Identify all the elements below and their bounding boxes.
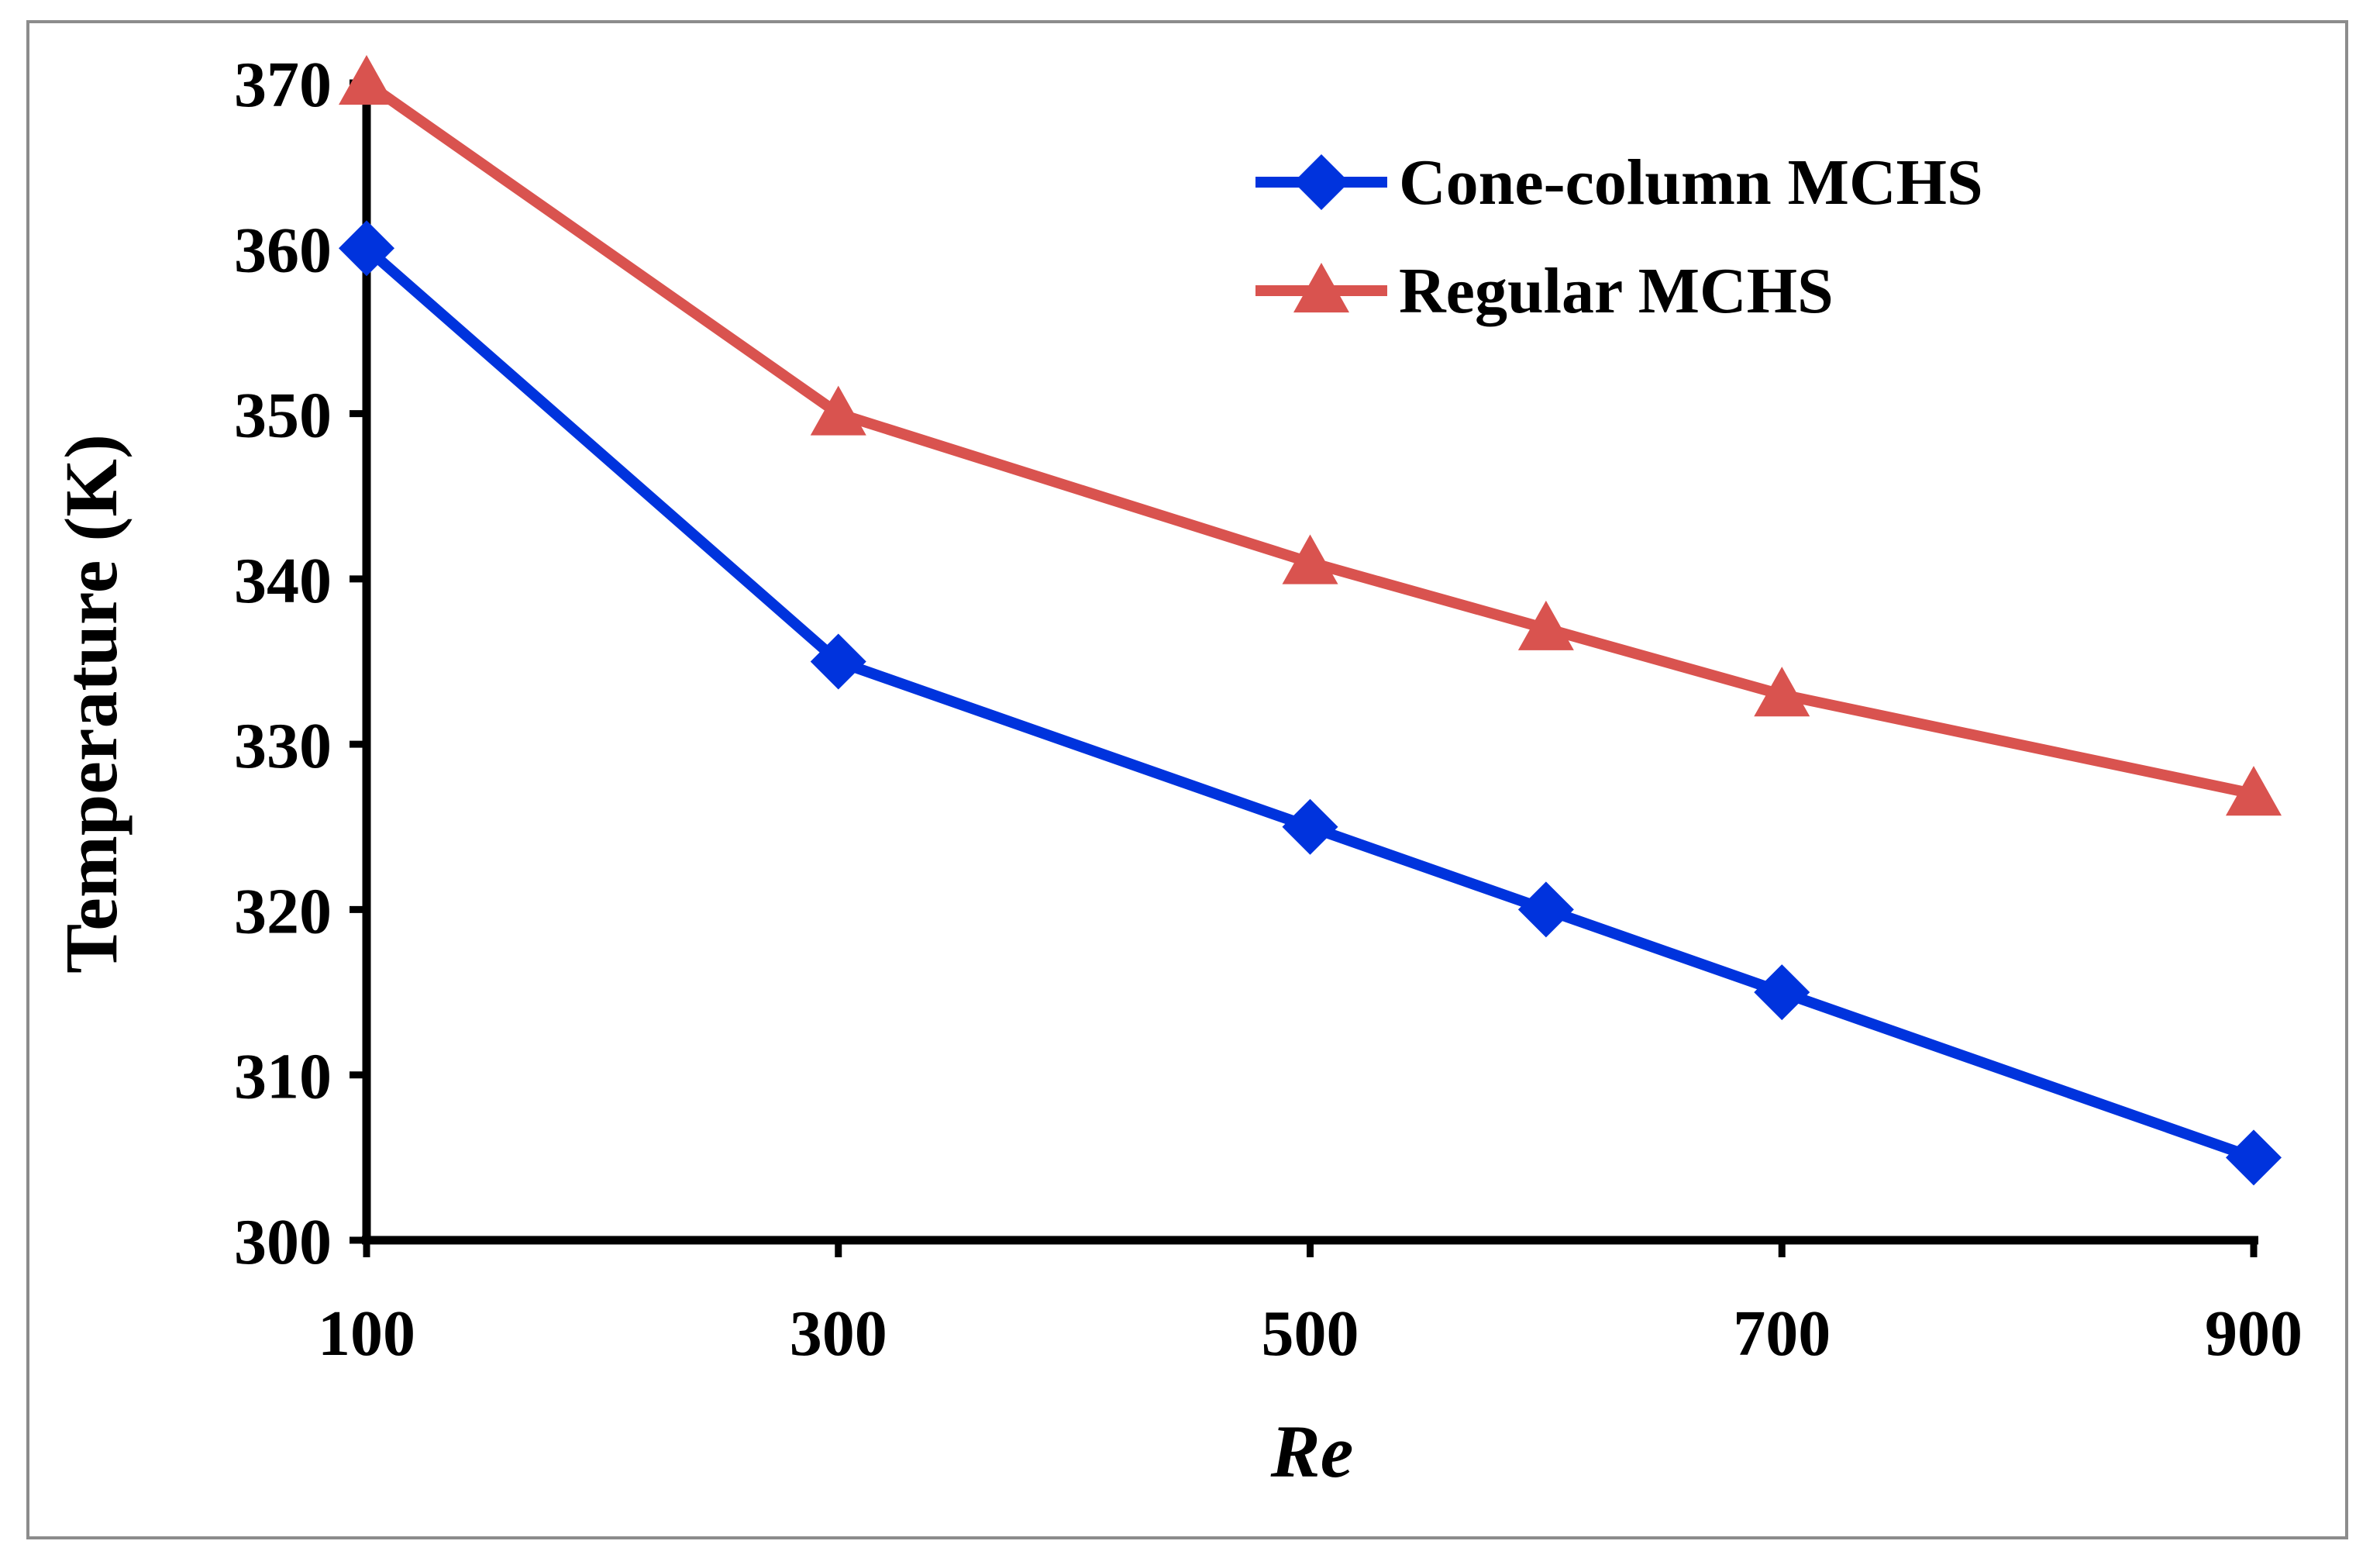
- data-point: [810, 385, 866, 436]
- data-point: [810, 633, 866, 690]
- x-tick-label: 700: [1733, 1298, 1831, 1370]
- y-tick-label: 330: [234, 710, 332, 782]
- data-point: [1754, 667, 1810, 717]
- data-point: [2226, 1129, 2282, 1186]
- legend-item: Cone-column MCHS: [1255, 147, 1983, 219]
- y-tick-label: 360: [234, 214, 332, 286]
- data-point: [2226, 766, 2282, 816]
- series-layer: [339, 55, 2282, 1186]
- data-point: [339, 220, 394, 277]
- series-regular: [339, 55, 2282, 816]
- series-line: [363, 78, 2255, 799]
- y-tick-label: 350: [234, 380, 332, 452]
- x-tick-label: 900: [2205, 1298, 2303, 1370]
- data-point: [1517, 600, 1574, 650]
- legend-label: Cone-column MCHS: [1399, 147, 1983, 219]
- y-tick-label: 300: [234, 1206, 332, 1278]
- legend-label: Regular MCHS: [1399, 255, 1834, 327]
- legend-item: Regular MCHS: [1255, 255, 1834, 327]
- y-tick-label: 370: [234, 49, 332, 121]
- series-line: [363, 244, 2256, 1163]
- data-point: [1282, 798, 1338, 855]
- y-axis-ticks: 300 310 320 330 340 350 360 370: [234, 49, 367, 1278]
- legend-marker: [1293, 154, 1349, 210]
- y-tick-label: 340: [234, 545, 332, 617]
- data-point: [1517, 881, 1574, 938]
- data-point: [1282, 534, 1338, 584]
- y-tick-label: 310: [234, 1041, 332, 1113]
- y-axis-label: Temperature (K): [50, 434, 133, 974]
- x-axis-label: Re: [1270, 1410, 1354, 1493]
- axes: [362, 75, 2258, 1245]
- x-tick-label: 300: [790, 1298, 887, 1370]
- legend: Cone-column MCHS Regular MCHS: [1255, 147, 1983, 327]
- x-axis-ticks: 100 300 500 700 900: [318, 1240, 2303, 1370]
- x-tick-label: 500: [1262, 1298, 1359, 1370]
- legend-marker: [1293, 263, 1349, 313]
- data-point: [339, 55, 394, 105]
- data-point: [1754, 964, 1810, 1021]
- y-tick-label: 320: [234, 875, 332, 947]
- x-tick-label: 100: [318, 1298, 415, 1370]
- series-cone-column: [339, 220, 2282, 1186]
